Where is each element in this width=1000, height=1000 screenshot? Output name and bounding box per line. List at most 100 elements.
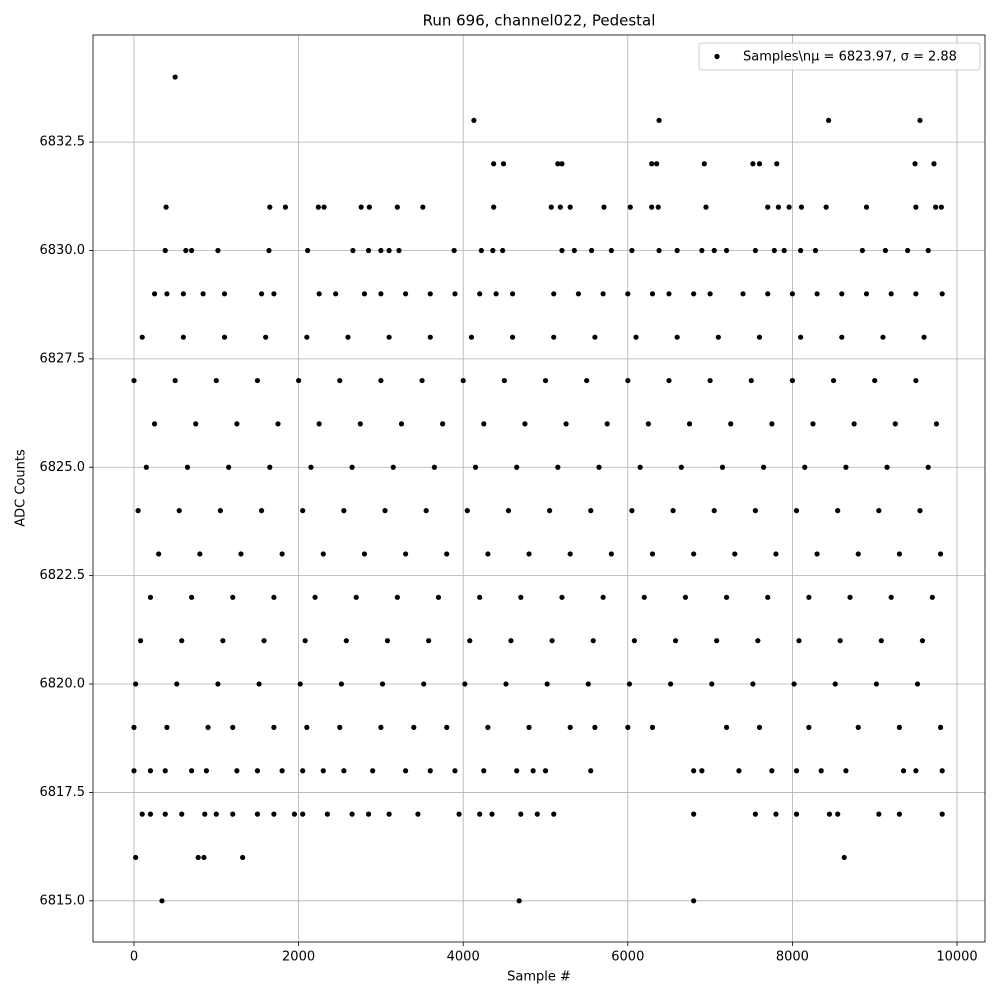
point bbox=[810, 421, 816, 427]
point bbox=[835, 811, 841, 817]
point bbox=[522, 421, 528, 427]
x-tick-label: 2000 bbox=[282, 950, 315, 965]
point bbox=[728, 421, 734, 427]
point bbox=[604, 421, 610, 427]
point bbox=[773, 551, 779, 557]
point bbox=[691, 551, 697, 557]
point bbox=[600, 291, 606, 297]
point bbox=[234, 768, 240, 774]
point bbox=[655, 204, 661, 210]
point bbox=[514, 768, 520, 774]
point bbox=[608, 551, 614, 557]
point bbox=[666, 291, 672, 297]
y-tick-label: 6815.0 bbox=[40, 893, 86, 908]
point bbox=[451, 247, 457, 254]
point bbox=[133, 681, 139, 687]
point bbox=[300, 768, 306, 774]
point bbox=[215, 247, 221, 254]
point bbox=[691, 768, 697, 774]
y-tick-label: 6825.0 bbox=[40, 460, 86, 475]
point bbox=[931, 161, 937, 167]
point bbox=[468, 334, 475, 340]
point bbox=[300, 811, 306, 817]
point bbox=[917, 117, 923, 124]
point bbox=[933, 204, 939, 210]
point bbox=[197, 551, 203, 557]
point bbox=[308, 464, 314, 470]
point bbox=[855, 551, 861, 557]
point bbox=[625, 291, 631, 297]
point bbox=[378, 724, 384, 730]
point bbox=[271, 291, 277, 297]
point bbox=[812, 247, 819, 254]
y-tick-label: 6817.5 bbox=[40, 785, 86, 800]
point bbox=[398, 421, 405, 427]
point bbox=[872, 377, 878, 384]
point bbox=[691, 898, 697, 904]
point bbox=[837, 638, 843, 644]
point bbox=[394, 204, 400, 210]
y-tick-label: 6827.5 bbox=[40, 351, 86, 366]
point bbox=[588, 508, 594, 514]
point bbox=[230, 811, 236, 817]
point bbox=[402, 291, 409, 297]
point bbox=[859, 247, 865, 254]
point bbox=[179, 638, 185, 644]
point bbox=[320, 768, 326, 774]
point bbox=[378, 247, 384, 254]
point bbox=[765, 291, 771, 297]
point bbox=[379, 681, 386, 687]
point bbox=[818, 768, 824, 774]
point bbox=[295, 377, 302, 384]
point bbox=[201, 854, 207, 861]
point bbox=[477, 811, 483, 817]
point bbox=[750, 161, 756, 167]
point bbox=[297, 681, 303, 687]
point bbox=[839, 291, 845, 297]
point bbox=[350, 247, 356, 254]
point bbox=[516, 898, 522, 904]
point bbox=[131, 768, 137, 774]
point bbox=[555, 161, 561, 167]
point bbox=[629, 247, 635, 254]
point bbox=[415, 811, 421, 817]
point bbox=[312, 594, 318, 600]
point bbox=[913, 204, 919, 210]
point bbox=[637, 464, 643, 470]
point bbox=[559, 594, 565, 600]
point bbox=[343, 638, 349, 644]
point bbox=[691, 811, 697, 817]
point bbox=[226, 464, 232, 470]
point bbox=[345, 334, 351, 340]
point bbox=[793, 508, 800, 514]
point bbox=[421, 681, 427, 687]
point bbox=[544, 681, 550, 687]
point bbox=[315, 204, 321, 210]
point bbox=[736, 768, 742, 774]
point bbox=[625, 724, 631, 730]
point bbox=[841, 854, 847, 861]
point bbox=[491, 204, 497, 210]
point bbox=[396, 247, 402, 254]
point bbox=[357, 421, 363, 427]
point bbox=[271, 594, 277, 600]
point bbox=[324, 811, 330, 817]
point bbox=[302, 638, 308, 644]
point bbox=[557, 204, 563, 210]
point bbox=[774, 161, 780, 167]
point bbox=[394, 594, 400, 600]
point bbox=[491, 161, 497, 167]
x-tick-label: 10000 bbox=[936, 950, 977, 965]
point bbox=[220, 638, 226, 644]
point bbox=[900, 768, 907, 774]
point bbox=[195, 854, 201, 861]
y-tick-label: 6820.0 bbox=[40, 677, 86, 692]
point bbox=[131, 724, 137, 730]
point bbox=[559, 247, 565, 254]
point bbox=[139, 811, 145, 817]
point bbox=[452, 768, 458, 774]
legend-box bbox=[698, 42, 981, 71]
point bbox=[382, 508, 388, 514]
point bbox=[444, 551, 450, 557]
point bbox=[649, 291, 656, 297]
